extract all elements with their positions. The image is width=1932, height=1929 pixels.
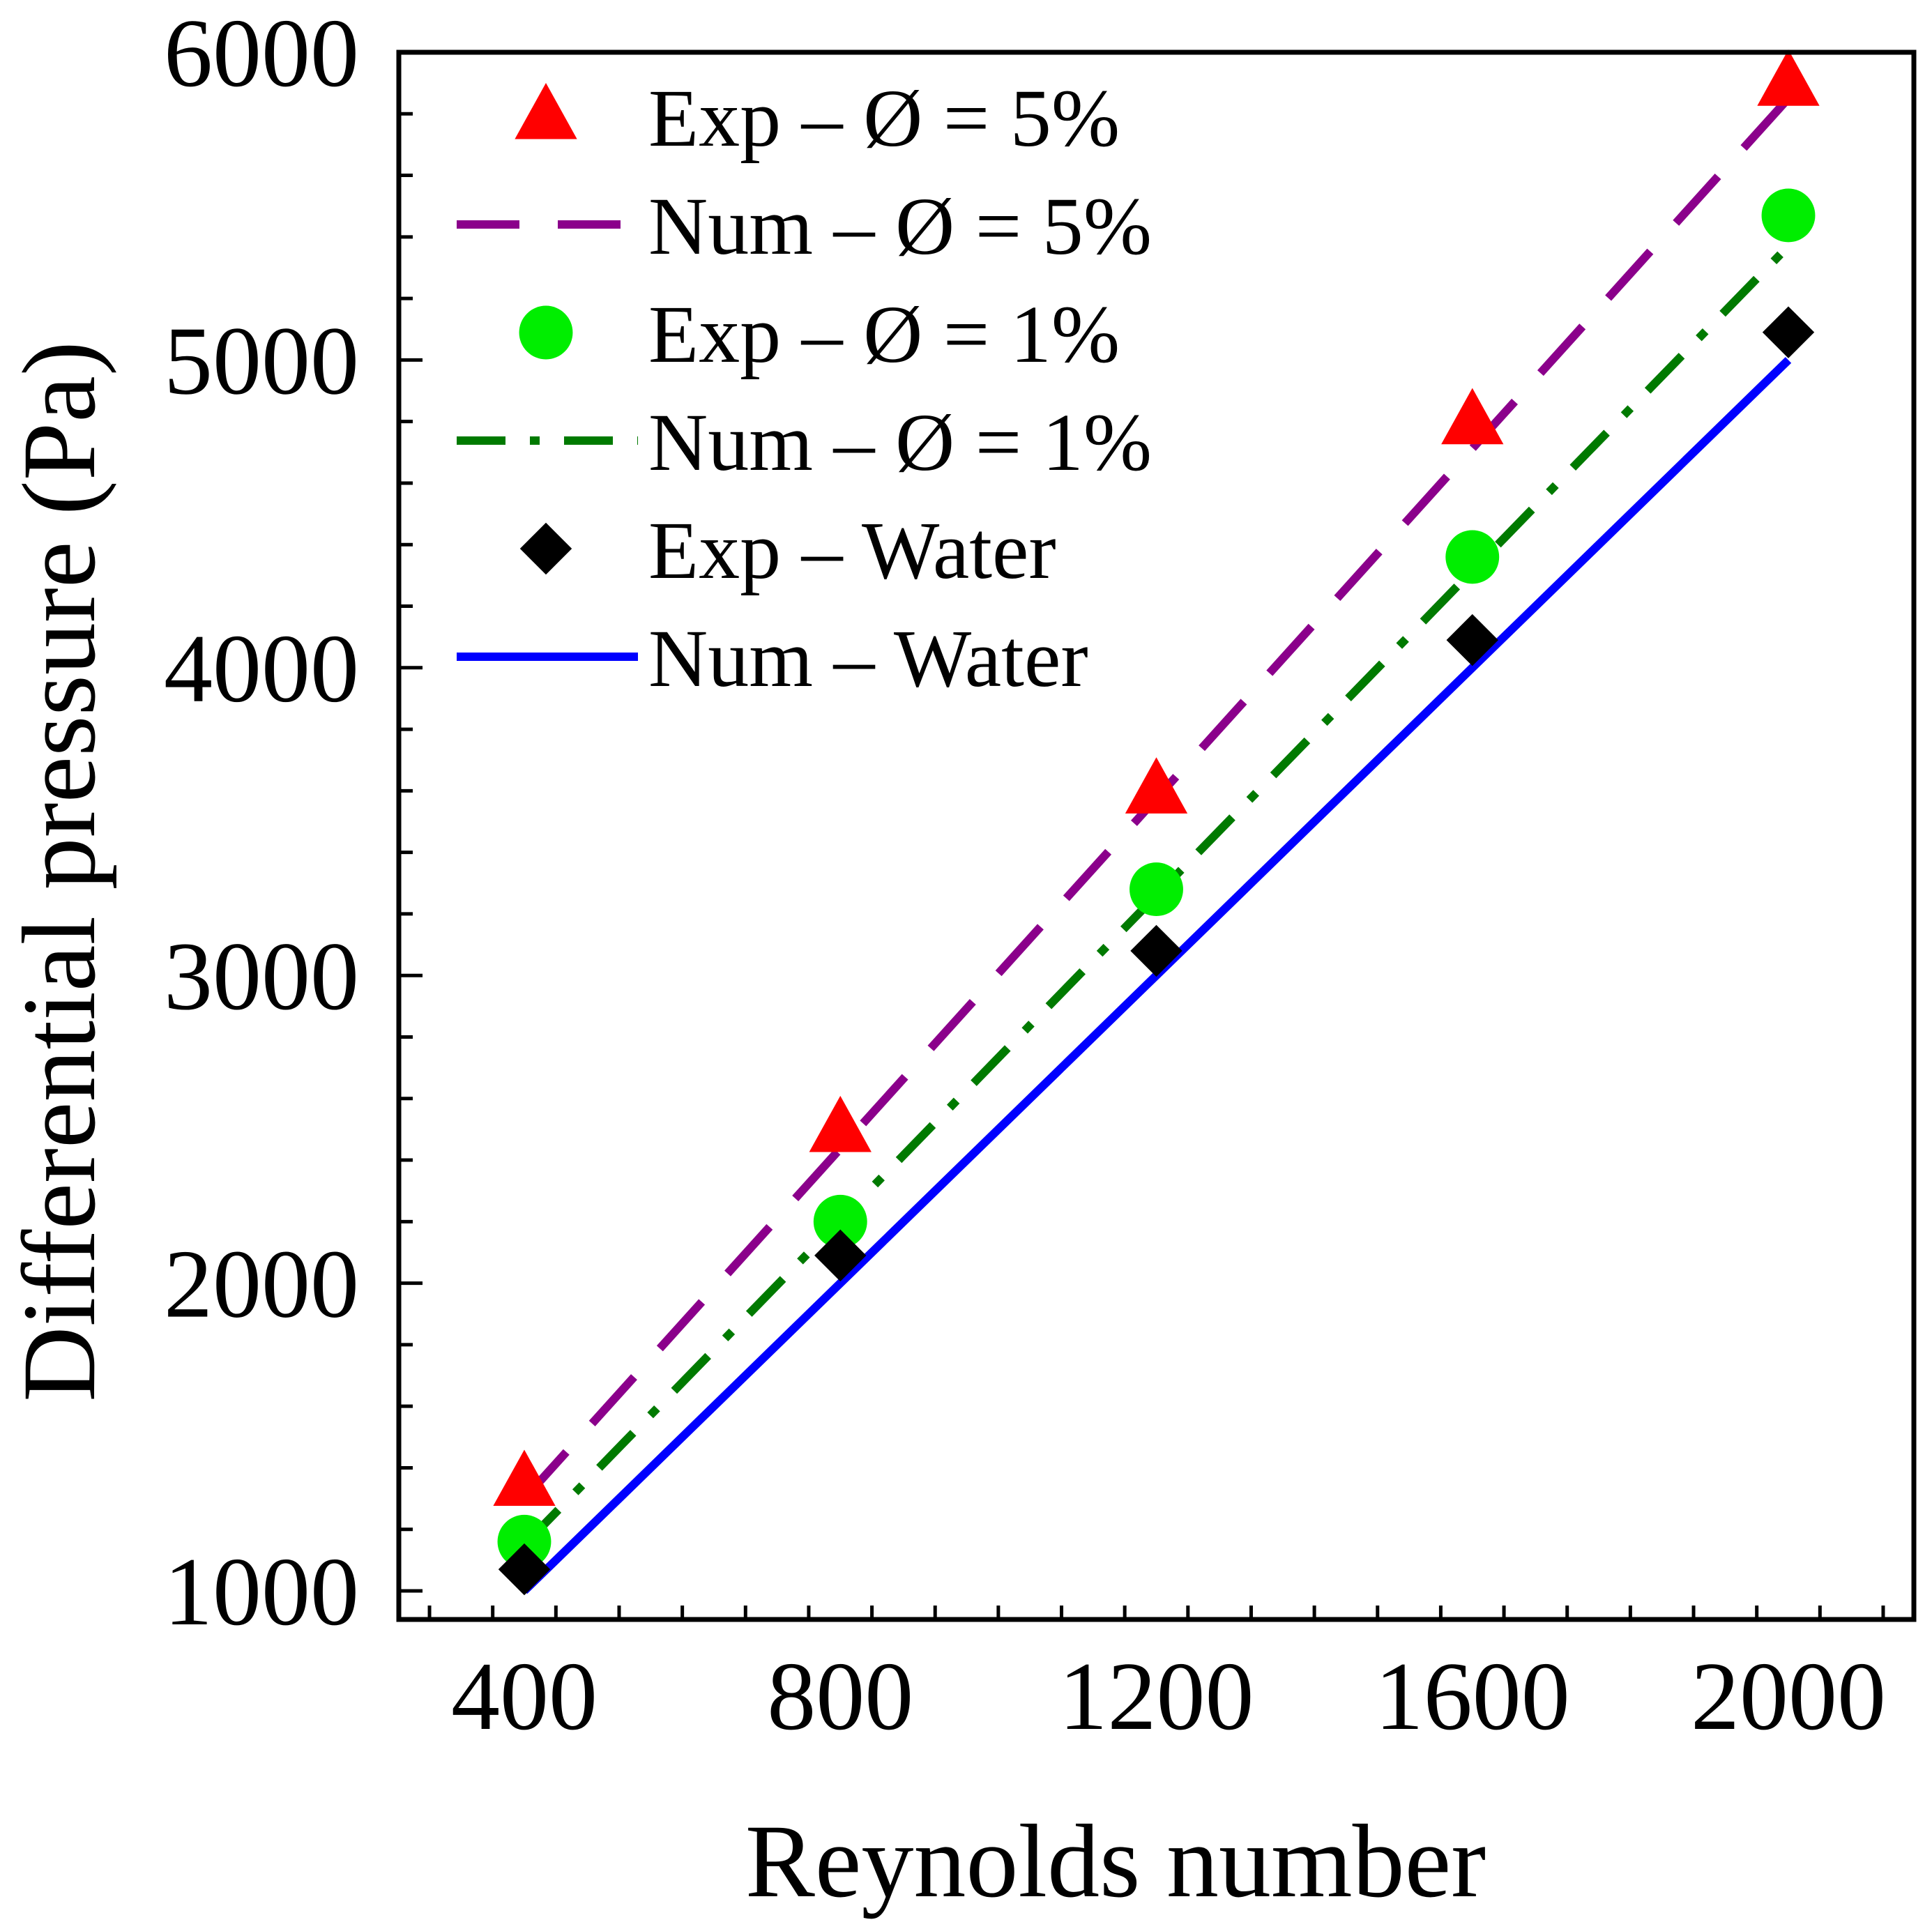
data-point-circle [497,1514,552,1569]
legend-item: Exp – Ø = 1% [519,289,1120,380]
legend-item: Num – Ø = 1% [457,397,1152,488]
data-point-diamond [814,1229,867,1282]
data-point-triangle [809,1095,872,1152]
legend-item: Exp – Water [519,505,1056,596]
legend-label: Num – Ø = 5% [648,181,1152,272]
legend-label: Num – Water [648,613,1088,704]
legend-label: Exp – Water [648,505,1056,596]
data-point-triangle [1125,757,1188,814]
legend-label: Exp – Ø = 1% [648,289,1120,380]
data-point-diamond [1446,613,1498,666]
y-tick-label: 2000 [164,1230,359,1339]
data-point-triangle [1441,388,1504,445]
plot-frame [396,49,1917,1622]
tick-labels: 400 800 1200 1600 2000 1000 2000 3000 4000 5000 60… [164,0,1886,1751]
data-point-circle [1445,530,1500,584]
data-point-diamond [1762,306,1815,358]
x-axis-title: Reynolds number [745,1804,1486,1919]
data-point-diamond [498,1543,551,1596]
legend-item: Exp – Ø = 5% [515,73,1120,164]
legend-item: Num – Water [457,613,1088,704]
y-tick-label: 4000 [164,615,359,723]
x-tick-label: 2000 [1691,1642,1886,1751]
legend-symbol [515,82,577,139]
x-tick-label: 1600 [1375,1642,1570,1751]
legend-label: Exp – Ø = 5% [648,73,1120,164]
data-point-circle [1761,188,1816,243]
legend-symbol [519,305,573,360]
y-tick-label: 3000 [164,922,359,1030]
plot-series [493,49,1820,1596]
legend: Exp – Ø = 5% Num – Ø = 5% Exp – Ø = 1% Num … [457,73,1152,704]
data-point-diamond [1130,924,1182,977]
y-axis-title: Differential pressure (Pa) [1,341,117,1402]
legend-symbol [519,522,572,575]
y-tick-label: 1000 [164,1538,359,1646]
x-tick-label: 1200 [1059,1642,1254,1751]
y-tick-label: 5000 [164,307,359,415]
x-tick-label: 800 [767,1642,913,1751]
data-point-circle [813,1194,867,1249]
data-point-triangle [493,1449,556,1507]
y-tick-label: 6000 [164,0,359,107]
legend-label: Num – Ø = 1% [648,397,1152,488]
data-point-circle [1129,862,1183,917]
legend-item: Num – Ø = 5% [457,181,1152,272]
x-tick-label: 400 [451,1642,598,1751]
data-point-triangle [1757,49,1820,106]
